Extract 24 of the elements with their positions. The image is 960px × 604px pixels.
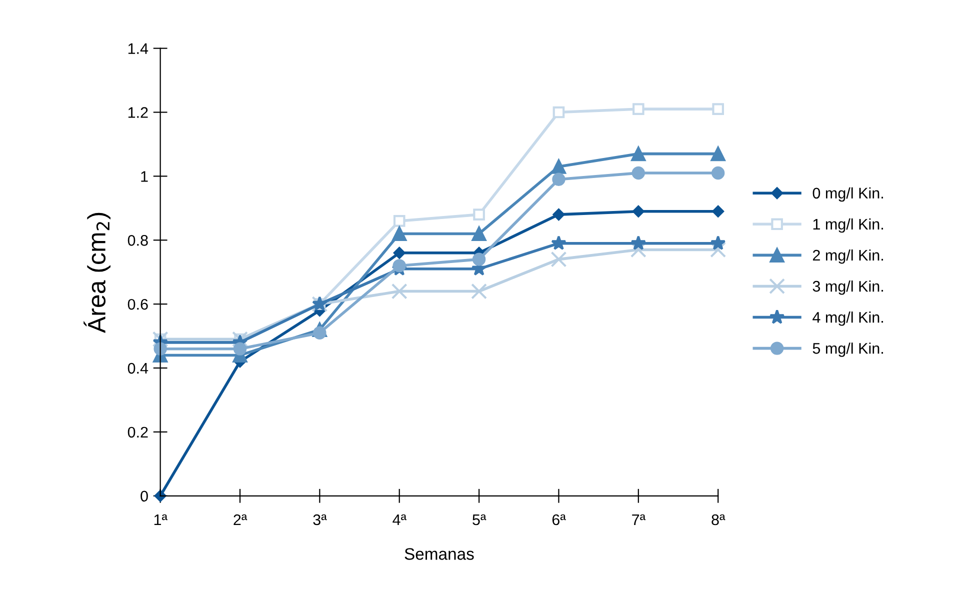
- x-axis-title: Semanas: [404, 548, 474, 560]
- legend-label: 0 mg/l Kin.: [812, 187, 883, 202]
- y-tick-label: 0.2: [128, 426, 148, 438]
- x-tick-label: 5ª: [472, 514, 486, 526]
- legend-label: 1 mg/l Kin.: [813, 218, 883, 233]
- x-tick-label: 3ª: [313, 514, 327, 526]
- y-tick-label: 1.2: [128, 107, 148, 118]
- x-tick-label: 4ª: [392, 514, 406, 526]
- y-axis-title: Área (cm$_{2}$): [84, 212, 110, 334]
- x-tick-label: 8ª: [712, 514, 726, 526]
- legend-label: 5 mg/l Kin.: [812, 342, 883, 357]
- y-tick-label: 0.4: [128, 362, 148, 374]
- x-tick-label: 2ª: [234, 514, 248, 526]
- y-tick-label: 0.8: [128, 235, 148, 246]
- x-tick-label: 7ª: [632, 514, 646, 526]
- y-tick-label: 1: [141, 171, 148, 182]
- y-tick-label: 0.6: [128, 298, 148, 310]
- legend-label: 4 mg/l Kin.: [812, 312, 883, 326]
- x-tick-label: 1ª: [154, 514, 168, 526]
- legend-label: 3 mg/l Kin.: [812, 280, 883, 295]
- x-tick-label: 6ª: [552, 514, 566, 526]
- legend-label: 2 mg/l Kin.: [812, 249, 883, 264]
- y-tick-label: 0: [140, 490, 148, 502]
- y-tick-label: 1.4: [128, 43, 148, 54]
